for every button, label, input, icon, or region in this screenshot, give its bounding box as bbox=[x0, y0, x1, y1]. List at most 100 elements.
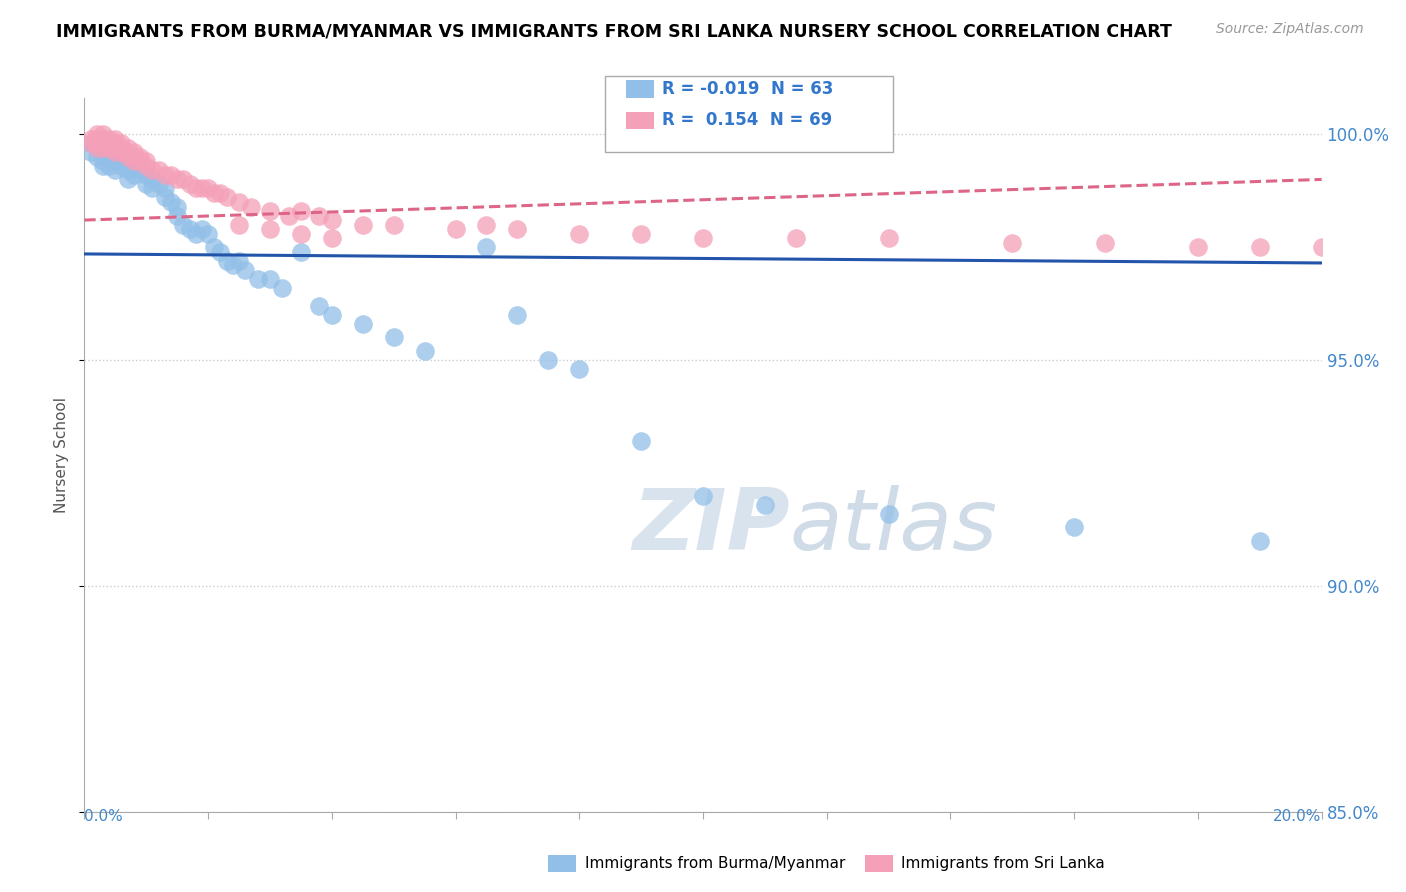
Point bbox=[382, 330, 405, 344]
Point bbox=[240, 200, 263, 214]
Point bbox=[98, 150, 121, 164]
Text: 0.0%: 0.0% bbox=[84, 808, 124, 823]
Point bbox=[79, 136, 101, 151]
Point bbox=[153, 190, 176, 204]
Point bbox=[202, 240, 225, 254]
Point bbox=[308, 209, 330, 223]
Point bbox=[197, 181, 219, 195]
Text: Immigrants from Sri Lanka: Immigrants from Sri Lanka bbox=[901, 856, 1105, 871]
Point bbox=[475, 218, 498, 232]
Point bbox=[117, 154, 139, 169]
Point bbox=[104, 154, 127, 169]
Point bbox=[104, 163, 127, 178]
Point bbox=[1310, 240, 1333, 254]
Point bbox=[104, 145, 127, 160]
Point bbox=[122, 154, 145, 169]
Point bbox=[98, 159, 121, 173]
Point bbox=[568, 362, 591, 376]
Point bbox=[98, 141, 121, 155]
Point bbox=[135, 168, 157, 182]
Point bbox=[630, 434, 652, 449]
Point bbox=[110, 141, 132, 155]
Point bbox=[153, 181, 176, 195]
Point bbox=[98, 132, 121, 146]
Point bbox=[184, 181, 207, 195]
Point bbox=[179, 177, 201, 191]
Text: R =  0.154  N = 69: R = 0.154 N = 69 bbox=[662, 112, 832, 129]
Point bbox=[202, 186, 225, 200]
Point bbox=[172, 218, 194, 232]
Point bbox=[79, 136, 101, 151]
Point bbox=[290, 227, 312, 241]
Text: R = -0.019  N = 63: R = -0.019 N = 63 bbox=[662, 80, 834, 98]
Point bbox=[117, 145, 139, 160]
Point bbox=[228, 194, 250, 209]
Point bbox=[141, 172, 163, 186]
Point bbox=[1063, 520, 1085, 534]
Point bbox=[172, 172, 194, 186]
Y-axis label: Nursery School: Nursery School bbox=[53, 397, 69, 513]
Point bbox=[86, 128, 108, 142]
Point bbox=[117, 172, 139, 186]
Point bbox=[444, 222, 467, 236]
Point bbox=[117, 150, 139, 164]
Point bbox=[141, 181, 163, 195]
Point bbox=[352, 218, 374, 232]
Point bbox=[692, 489, 714, 503]
Point bbox=[184, 227, 207, 241]
Point bbox=[259, 222, 281, 236]
Point bbox=[290, 204, 312, 219]
Point bbox=[104, 136, 127, 151]
Point bbox=[308, 299, 330, 313]
Point bbox=[537, 353, 560, 368]
Point bbox=[166, 200, 188, 214]
Point bbox=[91, 145, 114, 160]
Point bbox=[86, 132, 108, 146]
Point bbox=[153, 168, 176, 182]
Point bbox=[166, 172, 188, 186]
Point bbox=[86, 132, 108, 146]
Point bbox=[160, 194, 183, 209]
Point bbox=[104, 145, 127, 160]
Text: Immigrants from Burma/Myanmar: Immigrants from Burma/Myanmar bbox=[585, 856, 845, 871]
Point bbox=[148, 163, 170, 178]
Point bbox=[506, 308, 529, 322]
Point bbox=[148, 177, 170, 191]
Point bbox=[1249, 240, 1271, 254]
Point bbox=[754, 498, 776, 512]
Point bbox=[79, 145, 101, 160]
Text: Source: ZipAtlas.com: Source: ZipAtlas.com bbox=[1216, 22, 1364, 37]
Point bbox=[98, 141, 121, 155]
Point bbox=[135, 154, 157, 169]
Point bbox=[475, 240, 498, 254]
Point bbox=[228, 218, 250, 232]
Point bbox=[271, 281, 294, 295]
Point bbox=[104, 141, 127, 155]
Point bbox=[91, 132, 114, 146]
Point bbox=[98, 136, 121, 151]
Point bbox=[91, 154, 114, 169]
Point bbox=[86, 136, 108, 151]
Point bbox=[321, 231, 343, 245]
Point bbox=[209, 186, 232, 200]
Point bbox=[877, 231, 900, 245]
Point bbox=[91, 136, 114, 151]
Point bbox=[321, 308, 343, 322]
Point bbox=[122, 159, 145, 173]
Text: 20.0%: 20.0% bbox=[1274, 808, 1322, 823]
Point bbox=[86, 150, 108, 164]
Point bbox=[166, 209, 188, 223]
Point bbox=[91, 141, 114, 155]
Point bbox=[506, 222, 529, 236]
Point bbox=[179, 222, 201, 236]
Point bbox=[1001, 235, 1024, 250]
Point bbox=[197, 227, 219, 241]
Point bbox=[135, 159, 157, 173]
Point bbox=[129, 150, 152, 164]
Point bbox=[413, 344, 436, 359]
Point bbox=[259, 272, 281, 286]
Point bbox=[1094, 235, 1116, 250]
Point bbox=[209, 244, 232, 259]
Point bbox=[1187, 240, 1209, 254]
Point bbox=[117, 163, 139, 178]
